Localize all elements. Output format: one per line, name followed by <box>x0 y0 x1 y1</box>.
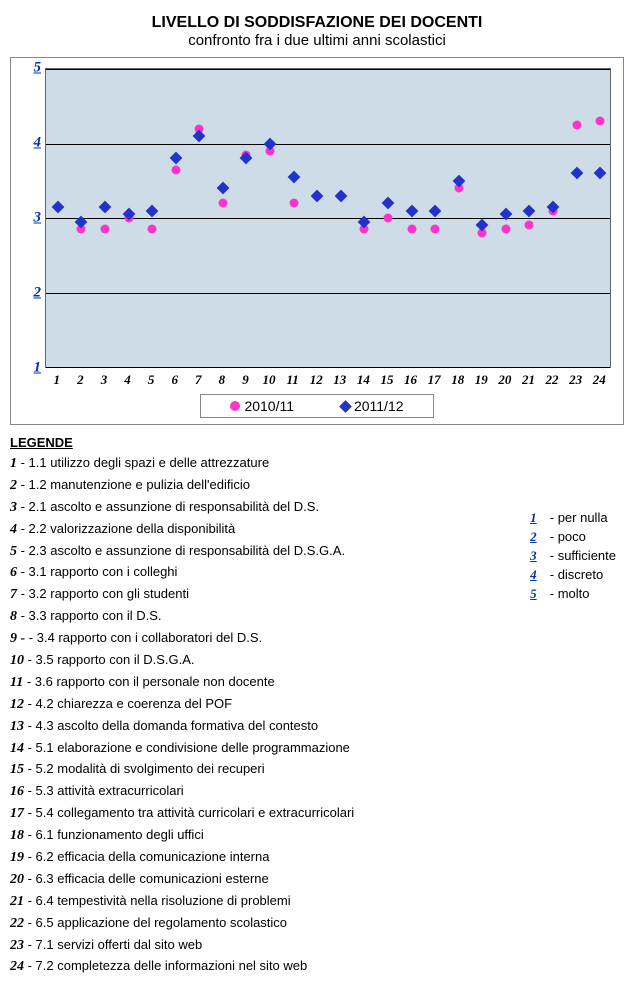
y-tick-label: 3 <box>19 210 41 227</box>
gridline <box>46 144 610 145</box>
legend-row: 15 - 5.2 modalità di svolgimento dei rec… <box>10 760 624 780</box>
x-tick-label: 21 <box>522 372 535 388</box>
legend-row: 9 - - 3.4 rapporto con i collaboratori d… <box>10 629 624 649</box>
circle-marker <box>289 199 298 208</box>
diamond-marker <box>193 130 206 143</box>
x-tick-label: 4 <box>124 372 131 388</box>
legend-row: 24 - 7.2 completezza delle informazioni … <box>10 957 624 977</box>
circle-marker <box>218 199 227 208</box>
gridline <box>46 293 610 294</box>
x-tick-label: 2 <box>77 372 84 388</box>
legend-row: 2 - 1.2 manutenzione e pulizia dell'edif… <box>10 476 624 496</box>
x-tick-label: 19 <box>475 372 488 388</box>
legend-row: 22 - 6.5 applicazione del regolamento sc… <box>10 914 624 934</box>
legend-label: 2010/11 <box>244 398 294 414</box>
legend-section: LEGENDE 1 - 1.1 utilizzo degli spazi e d… <box>10 435 624 977</box>
chart-subtitle: confronto fra i due ultimi anni scolasti… <box>10 32 624 49</box>
diamond-marker <box>405 204 418 217</box>
x-tick-label: 20 <box>498 372 511 388</box>
legend-row: 16 - 5.3 attività extracurricolari <box>10 782 624 802</box>
circle-marker <box>596 117 605 126</box>
y-tick-label: 1 <box>19 360 41 377</box>
y-tick-label: 5 <box>19 60 41 77</box>
diamond-marker <box>523 204 536 217</box>
scale-legend: 1 - per nulla 2 - poco 3 - sufficiente 4 - … <box>530 507 616 605</box>
x-tick-label: 5 <box>148 372 155 388</box>
chart-area: 12345 1234567891011121314151617181920212… <box>19 68 615 388</box>
legend-row: 1 - 1.1 utilizzo degli spazi e delle att… <box>10 454 624 474</box>
legend-item-s2: 2011/12 <box>341 398 404 414</box>
x-tick-label: 3 <box>101 372 108 388</box>
circle-marker <box>525 221 534 230</box>
legend-item-s1: 2010/11 <box>230 398 294 414</box>
diamond-marker <box>146 204 159 217</box>
chart-container: 12345 1234567891011121314151617181920212… <box>10 57 624 425</box>
circle-marker <box>431 225 440 234</box>
scale-row: 2 - poco <box>530 529 616 545</box>
chart-legend: 2010/11 2011/12 <box>200 394 434 418</box>
legend-row: 8 - 3.3 rapporto con il D.S. <box>10 607 624 627</box>
diamond-marker <box>217 182 230 195</box>
circle-marker <box>171 165 180 174</box>
diamond-marker <box>382 197 395 210</box>
diamond-marker <box>570 167 583 180</box>
scale-row: 5 - molto <box>530 586 616 602</box>
circle-marker <box>407 225 416 234</box>
y-tick-label: 4 <box>19 135 41 152</box>
scale-row: 4 - discreto <box>530 567 616 583</box>
circle-icon <box>230 401 240 411</box>
legend-row: 21 - 6.4 tempestività nella risoluzione … <box>10 892 624 912</box>
diamond-marker <box>429 204 442 217</box>
x-tick-label: 16 <box>404 372 417 388</box>
legend-row: 10 - 3.5 rapporto con il D.S.G.A. <box>10 651 624 671</box>
legend-label: 2011/12 <box>354 398 404 414</box>
diamond-icon <box>339 400 352 413</box>
diamond-marker <box>334 189 347 202</box>
x-tick-label: 7 <box>195 372 202 388</box>
x-tick-label: 9 <box>242 372 249 388</box>
x-tick-label: 1 <box>54 372 61 388</box>
circle-marker <box>572 120 581 129</box>
x-tick-label: 6 <box>171 372 178 388</box>
scale-row: 3 - sufficiente <box>530 548 616 564</box>
x-tick-label: 12 <box>310 372 323 388</box>
scale-row: 1 - per nulla <box>530 510 616 526</box>
chart-title: LIVELLO DI SODDISFAZIONE DEI DOCENTI <box>10 14 624 32</box>
legend-row: 17 - 5.4 collegamento tra attività curri… <box>10 804 624 824</box>
x-tick-label: 23 <box>569 372 582 388</box>
gridline <box>46 69 610 70</box>
x-tick-label: 18 <box>451 372 464 388</box>
gridline <box>46 367 610 368</box>
diamond-marker <box>594 167 607 180</box>
x-tick-label: 14 <box>357 372 370 388</box>
legend-row: 20 - 6.3 efficacia delle comunicazioni e… <box>10 870 624 890</box>
diamond-marker <box>51 200 64 213</box>
y-tick-label: 2 <box>19 285 41 302</box>
legend-row: 13 - 4.3 ascolto della domanda formativa… <box>10 717 624 737</box>
legend-row: 14 - 5.1 elaborazione e condivisione del… <box>10 739 624 759</box>
diamond-marker <box>99 200 112 213</box>
x-tick-label: 22 <box>546 372 559 388</box>
legend-heading: LEGENDE <box>10 435 624 450</box>
diamond-marker <box>287 171 300 184</box>
plot-region <box>45 68 611 368</box>
diamond-marker <box>311 189 324 202</box>
legend-row: 12 - 4.2 chiarezza e coerenza del POF <box>10 695 624 715</box>
legend-row: 18 - 6.1 funzionamento degli uffici <box>10 826 624 846</box>
circle-marker <box>383 214 392 223</box>
circle-marker <box>501 225 510 234</box>
x-tick-label: 17 <box>428 372 441 388</box>
diamond-marker <box>169 152 182 165</box>
x-tick-label: 10 <box>263 372 276 388</box>
legend-row: 11 - 3.6 rapporto con il personale non d… <box>10 673 624 693</box>
x-tick-label: 24 <box>593 372 606 388</box>
circle-marker <box>148 225 157 234</box>
x-tick-label: 11 <box>286 372 298 388</box>
x-tick-label: 8 <box>219 372 226 388</box>
x-tick-label: 15 <box>380 372 393 388</box>
legend-row: 19 - 6.2 efficacia della comunicazione i… <box>10 848 624 868</box>
circle-marker <box>100 225 109 234</box>
legend-row: 23 - 7.1 servizi offerti dal sito web <box>10 936 624 956</box>
x-tick-label: 13 <box>333 372 346 388</box>
